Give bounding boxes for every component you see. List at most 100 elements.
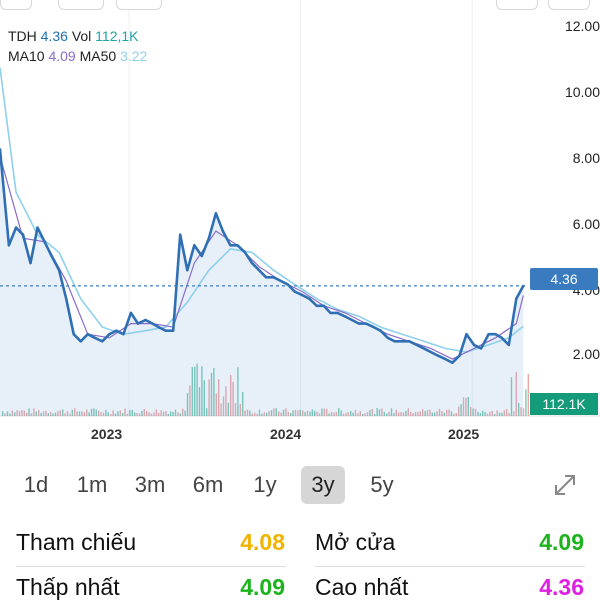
- volume-bar: [119, 410, 121, 416]
- volume-bar: [441, 411, 443, 416]
- volume-bar: [429, 409, 431, 416]
- volume-bar: [330, 411, 333, 416]
- volume-bar: [266, 412, 268, 416]
- volume-bar: [486, 413, 489, 416]
- volume-bar: [263, 412, 265, 416]
- range-button-5y[interactable]: 5y: [370, 472, 394, 497]
- toolbar-button[interactable]: [116, 0, 162, 10]
- price-point: [144, 318, 147, 322]
- price-point: [207, 237, 211, 240]
- volume-bar: [460, 404, 462, 416]
- toolbar-button[interactable]: [548, 0, 590, 10]
- volume-bar: [95, 409, 97, 416]
- volume-bar: [105, 409, 107, 416]
- volume-bar: [76, 411, 78, 416]
- price-points: [0, 148, 525, 364]
- volume-bar: [520, 407, 522, 416]
- legend-ma10: 4.09: [48, 48, 76, 64]
- price-chart[interactable]: [0, 0, 600, 460]
- volume-bar: [292, 410, 294, 416]
- toolbar-button[interactable]: [0, 0, 32, 10]
- volume-bar: [40, 413, 42, 416]
- volume-bar: [412, 413, 414, 416]
- volume-bar: [333, 412, 335, 416]
- volume-bar: [484, 411, 486, 416]
- volume-bar: [304, 412, 306, 416]
- low-value: 4.09: [240, 574, 285, 600]
- volume-bar: [458, 406, 460, 416]
- volume-bar: [66, 411, 69, 416]
- toolbar-button[interactable]: [58, 0, 104, 10]
- price-point: [272, 276, 275, 279]
- price-point: [214, 212, 218, 215]
- volume-bar: [6, 411, 9, 416]
- price-point: [157, 325, 160, 329]
- price-point: [458, 354, 461, 357]
- range-button-1y[interactable]: 1y: [253, 472, 277, 497]
- volume-bar: [268, 411, 270, 416]
- volume-bar: [62, 409, 64, 416]
- toolbar-button[interactable]: [496, 0, 538, 10]
- volume-bar: [83, 412, 85, 416]
- volume-bar: [57, 411, 59, 416]
- volume-bar: [443, 412, 445, 416]
- volume-bar: [148, 412, 150, 416]
- volume-bar: [426, 410, 429, 416]
- volume-bar: [326, 408, 328, 416]
- volume-bar: [400, 412, 402, 416]
- volume-bar: [465, 397, 467, 416]
- volume-bar: [170, 411, 172, 416]
- volume-bar: [112, 410, 114, 416]
- volume-bar: [232, 382, 234, 416]
- price-point: [343, 315, 347, 318]
- volume-bar: [215, 393, 217, 416]
- chart-legend: TDH 4.36 Vol 112,1K MA10 4.09 MA50 3.22: [8, 26, 147, 66]
- volume-bar: [510, 377, 513, 416]
- volume-bar: [275, 408, 277, 416]
- volume-bar: [345, 413, 347, 416]
- volume-bar: [273, 408, 275, 416]
- volume-bar: [282, 409, 285, 416]
- volume-bar: [246, 409, 249, 416]
- price-point: [515, 297, 518, 300]
- x-tick-label: 2023: [91, 426, 123, 442]
- ref-label: Tham chiếu: [16, 529, 137, 555]
- volume-bar: [237, 367, 239, 416]
- price-point: [408, 340, 411, 343]
- price-point: [264, 276, 268, 279]
- price-point: [350, 318, 354, 322]
- price-point: [315, 304, 318, 307]
- range-button-3y[interactable]: 3y: [301, 466, 345, 504]
- low-label: Thấp nhất: [16, 574, 120, 600]
- volume-bar: [518, 402, 520, 416]
- range-button-3m[interactable]: 3m: [134, 472, 166, 497]
- price-point: [86, 333, 90, 336]
- price-point: [221, 229, 225, 233]
- price-point: [357, 322, 361, 325]
- volume-bar: [342, 413, 345, 416]
- price-point: [286, 283, 289, 286]
- expand-icon[interactable]: [550, 470, 580, 500]
- volume-bar: [74, 408, 76, 416]
- price-point: [14, 226, 18, 229]
- legend-ma10-label: MA10: [8, 48, 45, 64]
- price-point: [415, 343, 418, 347]
- volume-bar: [201, 366, 203, 416]
- volume-bar: [100, 412, 102, 416]
- range-button-1d[interactable]: 1d: [23, 472, 49, 497]
- price-point: [322, 304, 325, 307]
- range-button-6m[interactable]: 6m: [192, 472, 224, 497]
- volume-bar: [407, 408, 409, 416]
- volume-bar: [323, 408, 325, 416]
- volume-bar: [350, 410, 352, 416]
- volume-bar: [398, 412, 400, 416]
- volume-bar: [470, 407, 472, 416]
- volume-bar: [254, 412, 256, 416]
- volume-bar: [362, 414, 364, 416]
- range-button-1m[interactable]: 1m: [76, 472, 108, 497]
- volume-bar: [210, 372, 213, 416]
- volume-bar: [297, 410, 299, 416]
- volume-bar: [86, 409, 88, 416]
- price-point: [494, 333, 497, 336]
- volume-bar: [386, 413, 388, 416]
